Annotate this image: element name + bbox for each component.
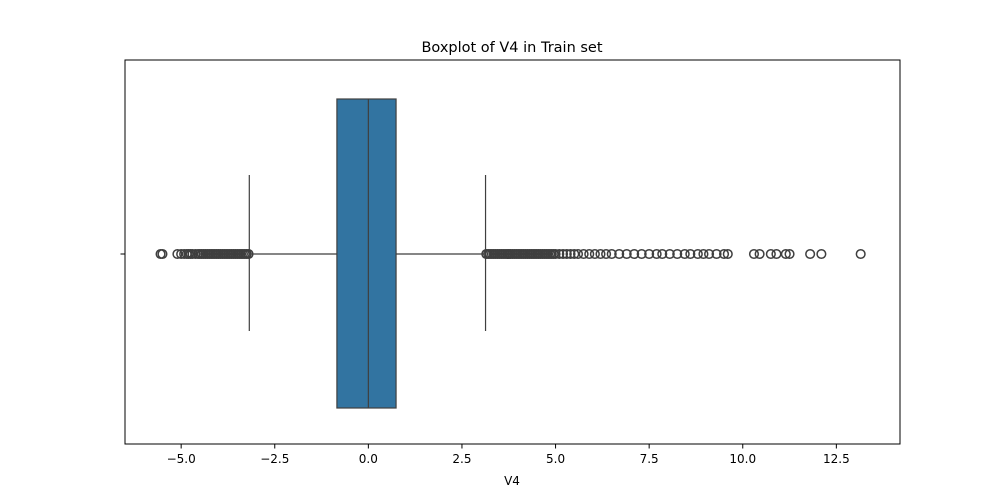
outlier-point bbox=[711, 248, 722, 260]
x-tick-label: 7.5 bbox=[640, 452, 659, 466]
x-tick-label: −2.5 bbox=[260, 452, 289, 466]
outlier-point bbox=[584, 248, 595, 260]
x-axis-ticks: −5.0 −2.5 0.0 2.5 5.0 7.5 10.0 12.5 bbox=[167, 444, 850, 466]
outlier-point bbox=[771, 248, 782, 260]
x-tick-label: −5.0 bbox=[167, 452, 196, 466]
outlier-point bbox=[606, 248, 617, 260]
outlier-point bbox=[765, 248, 776, 260]
outlier-point bbox=[805, 248, 816, 260]
outlier-point bbox=[561, 248, 572, 260]
x-axis-label: V4 bbox=[504, 474, 520, 488]
outlier-point bbox=[780, 248, 791, 260]
outlier-point bbox=[589, 248, 600, 260]
outlier-point bbox=[672, 248, 683, 260]
axes-frame bbox=[124, 59, 901, 445]
outlier-point bbox=[685, 248, 696, 260]
outlier-point bbox=[664, 248, 675, 260]
outlier-point bbox=[651, 248, 662, 260]
x-tick-label: 5.0 bbox=[546, 452, 565, 466]
outlier-point bbox=[692, 248, 703, 260]
outlier-point bbox=[718, 248, 730, 260]
outlier-point bbox=[855, 248, 866, 260]
iqr-box bbox=[336, 98, 397, 409]
outlier-point bbox=[698, 248, 709, 260]
outlier-point bbox=[565, 248, 576, 260]
x-tick-label: 0.0 bbox=[359, 452, 378, 466]
outlier-point bbox=[187, 248, 198, 260]
outlier-point bbox=[816, 248, 827, 260]
outlier-point bbox=[748, 248, 760, 260]
outlier-point bbox=[601, 248, 612, 260]
outlier-point bbox=[679, 248, 690, 260]
x-tick-label: 2.5 bbox=[452, 452, 471, 466]
outlier-point bbox=[636, 248, 647, 260]
outlier-point bbox=[554, 248, 565, 260]
outlier-point bbox=[557, 248, 569, 260]
outlier-point bbox=[569, 248, 580, 260]
outlier-point bbox=[157, 248, 168, 260]
plot-area bbox=[155, 98, 866, 409]
x-tick-label: 10.0 bbox=[729, 452, 756, 466]
outlier-point bbox=[754, 248, 765, 260]
outlier-point bbox=[784, 248, 795, 260]
outlier-point bbox=[550, 248, 561, 260]
outlier-point bbox=[595, 248, 606, 260]
outlier-point bbox=[704, 248, 715, 260]
x-tick-label: 12.5 bbox=[823, 452, 850, 466]
outlier-point bbox=[614, 248, 625, 260]
outlier-point bbox=[572, 248, 584, 260]
outlier-point bbox=[722, 248, 733, 260]
outlier-point bbox=[243, 248, 254, 260]
outlier-point bbox=[176, 248, 187, 260]
outlier-point bbox=[621, 248, 632, 260]
outlier-point bbox=[657, 248, 668, 260]
outlier-point bbox=[629, 248, 640, 260]
outlier-point bbox=[172, 248, 183, 260]
chart-title: Boxplot of V4 in Train set bbox=[421, 40, 602, 56]
outlier-point bbox=[644, 248, 655, 260]
outlier-point bbox=[578, 248, 589, 260]
